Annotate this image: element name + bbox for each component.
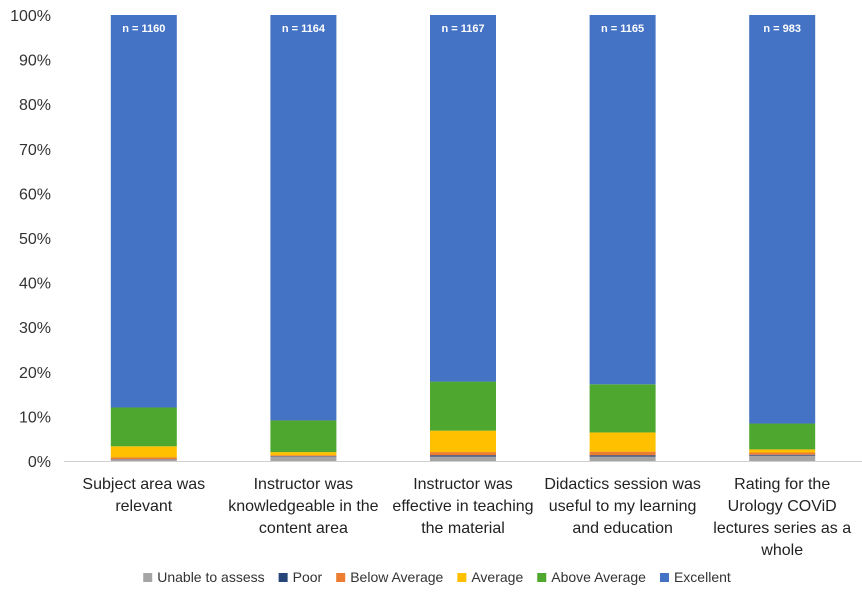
bar-segment-average [589,432,656,452]
y-tick-label: 60% [19,186,51,203]
y-tick-label: 30% [19,320,51,337]
bar-segment-above-average [749,423,816,450]
x-category-label-line: the material [421,520,505,537]
bar-segment-excellent [110,15,177,408]
legend-label: Above Average [551,569,646,585]
x-category-label-line: lectures series as a [713,520,851,537]
bar-stacks: n = 1160 n = 1164 n = 1167 n = 1165 n = 983 [110,15,816,461]
y-tick-label: 0% [28,454,51,471]
bar-stack: n = 1160 [110,15,177,461]
y-tick-label: 50% [19,231,51,248]
bar-segment-above-average [589,384,656,433]
bar-segment-unable-to-assess [110,459,177,461]
y-tick-label: 10% [19,409,51,426]
bar-segment-average [749,449,816,453]
n-label: n = 983 [763,23,801,35]
x-category-label: Subject area was relevant [82,476,205,515]
x-category-label-line: Subject area was [82,476,205,493]
legend-label: Unable to assess [157,569,264,585]
x-category-label-line: content area [259,520,348,537]
x-category-label: Rating for the Urology COViD lectures seri… [713,476,851,559]
x-category-label: Instructor was effective in teaching the m… [392,476,533,537]
bar-segment-excellent [430,15,496,382]
y-tick-label: 70% [19,142,51,159]
x-category-label-line: and education [572,520,673,537]
n-label: n = 1167 [441,23,484,35]
y-axis: 0% 10% 20% 30% 40% 50% 60% 70% 80% 90% 100% [10,8,51,471]
bar-segment-below-average [270,455,337,457]
bar-segment-above-average [110,407,177,447]
n-label: n = 1164 [282,23,326,35]
legend-label: Poor [293,569,323,585]
legend-label: Below Average [350,569,443,585]
bar-segment-below-average [110,457,177,460]
legend-item: Below Average [336,569,444,585]
x-category-label-line: effective in teaching [392,498,533,515]
legend: Unable to assess Poor Below Average Average… [143,569,731,585]
y-tick-label: 90% [19,53,51,70]
bar-segment-unable-to-assess [430,456,496,461]
x-axis-labels: Subject area was relevant Instructor was kn… [82,476,851,559]
y-tick-label: 20% [19,365,51,382]
bar-segment-poor [589,455,656,457]
bar-segment-average [270,452,337,456]
n-label: n = 1160 [122,23,165,35]
y-tick-label: 100% [10,8,51,25]
legend-swatch [659,573,669,582]
bar-segment-above-average [430,381,496,431]
n-label: n = 1165 [601,23,644,35]
legend-item: Average [457,569,523,585]
bar-segment-poor [430,455,496,457]
bar-segment-below-average [589,451,656,456]
legend-swatch [336,573,346,582]
bar-segment-average [110,446,177,458]
y-tick-label: 40% [19,276,51,293]
x-category-label: Didactics session was useful to my learni… [544,476,701,537]
legend-label: Average [471,569,523,585]
legend-item: Unable to assess [143,569,265,585]
x-category-label-line: useful to my learning [549,498,697,515]
bar-stack: n = 983 [749,15,816,461]
bar-segment-unable-to-assess [749,455,816,461]
x-category-label-line: whole [760,542,803,559]
bar-segment-excellent [749,15,816,424]
bar-segment-excellent [270,15,337,421]
bar-segment-below-average [749,452,816,455]
bar-segment-average [430,430,496,453]
bar-stack: n = 1167 [430,15,496,461]
legend-swatch [537,573,547,582]
x-category-label-line: relevant [115,498,172,515]
x-category-label-line: Instructor was [413,476,513,493]
bar-segment-below-average [430,452,496,456]
bar-segment-excellent [589,15,656,385]
bar-segment-poor [749,454,816,456]
bar-stack: n = 1164 [270,15,337,461]
legend-swatch [278,573,288,582]
legend-item: Excellent [659,569,731,585]
x-category-label-line: Urology COViD [728,498,837,515]
x-category-label-line: Rating for the [734,476,830,493]
legend-swatch [143,573,153,582]
bar-segment-unable-to-assess [589,456,656,461]
bar-segment-above-average [270,420,337,453]
legend-item: Above Average [537,569,646,585]
legend-item: Poor [278,569,323,585]
legend-swatch [457,573,467,582]
x-category-label: Instructor was knowledgeable in the conten… [228,476,378,537]
bar-stack: n = 1165 [589,15,656,461]
y-tick-label: 80% [19,97,51,114]
x-category-label-line: Didactics session was [544,476,701,493]
x-category-label-line: knowledgeable in the [228,498,378,515]
legend-label: Excellent [674,569,731,585]
bar-segment-unable-to-assess [270,456,337,461]
x-category-label-line: Instructor was [254,476,354,493]
